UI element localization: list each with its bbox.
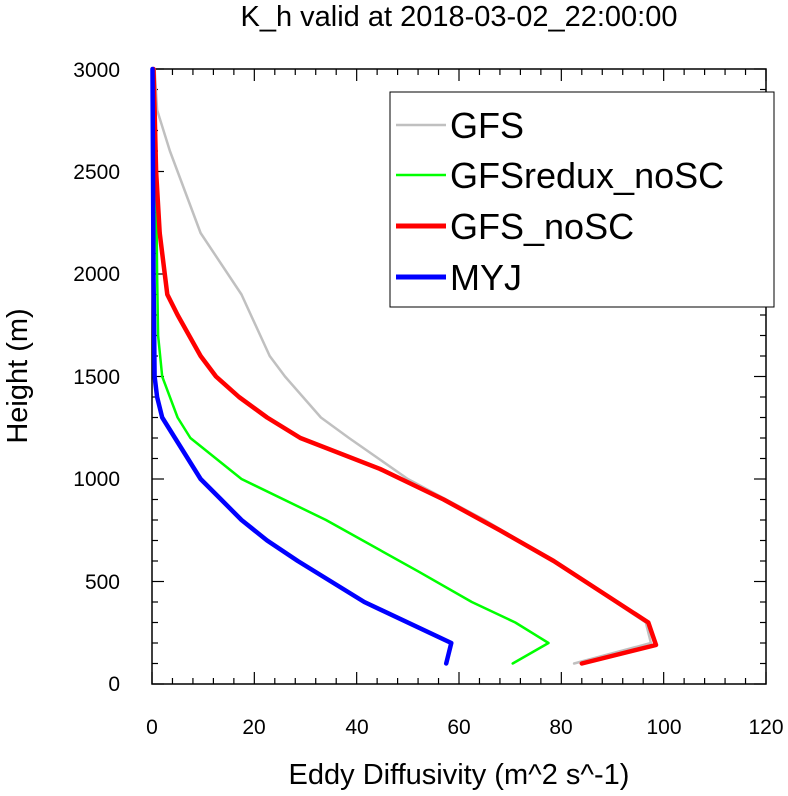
legend-label-myj: MYJ	[450, 257, 522, 298]
y-tick-label: 1500	[73, 366, 120, 389]
x-tick-label: 80	[549, 716, 572, 739]
x-tick-label: 100	[646, 716, 681, 739]
x-tick-label: 60	[447, 716, 470, 739]
legend-label-gfsredux-nosc: GFSredux_noSC	[450, 155, 724, 196]
y-tick-label: 500	[85, 571, 120, 594]
y-axis-title: Height (m)	[2, 308, 34, 443]
series-line-gfs-nosc	[151, 66, 659, 666]
x-tick-label: 0	[146, 716, 158, 739]
series-layer	[150, 66, 659, 666]
y-tick-label: 3000	[73, 59, 120, 82]
x-axis-title: Eddy Diffusivity (m^2 s^-1)	[289, 759, 630, 791]
legend-box	[389, 91, 775, 308]
x-tick-label: 40	[345, 716, 368, 739]
legend: GFS GFSredux_noSC GFS_noSC MYJ	[389, 91, 775, 308]
y-tick-labels: 0 500 1000 1500 2000 2500 3000	[73, 59, 120, 696]
y-tick-label: 0	[108, 673, 120, 696]
series-line-myj	[150, 66, 454, 666]
x-tick-label: 20	[242, 716, 265, 739]
y-tick-label: 2000	[73, 263, 120, 286]
y-tick-label: 2500	[73, 161, 120, 184]
chart-title: K_h valid at 2018-03-02_22:00:00	[241, 1, 678, 33]
x-tick-label: 120	[748, 716, 783, 739]
x-tick-labels: 0 20 40 60 80 100 120	[146, 716, 783, 739]
legend-label-gfs-nosc: GFS_noSC	[450, 206, 634, 247]
legend-label-gfs: GFS	[450, 105, 524, 146]
y-tick-label: 1000	[73, 468, 120, 491]
